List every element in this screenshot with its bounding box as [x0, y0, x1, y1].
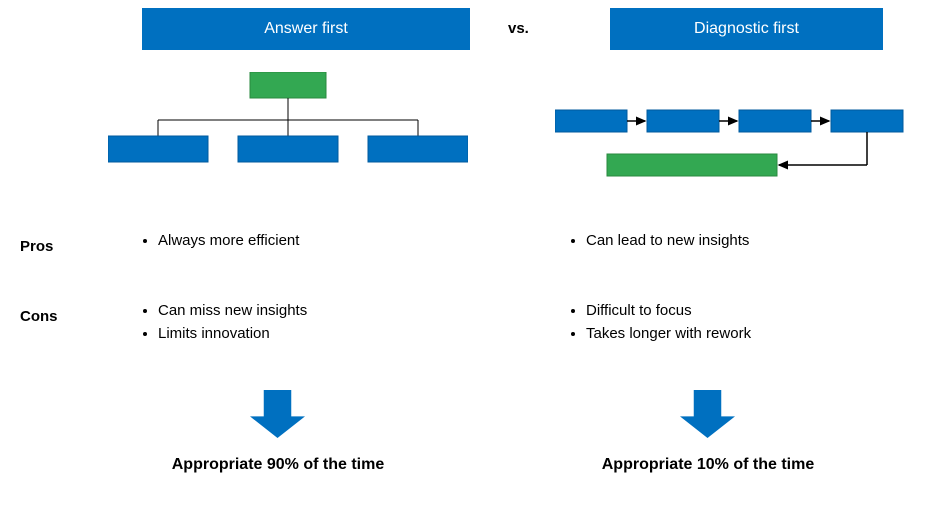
- right-header-box: Diagnostic first: [610, 8, 883, 50]
- right-big-arrow-icon: [680, 390, 735, 438]
- list-item: Can miss new insights: [158, 302, 307, 319]
- pros-row-label: Pros: [20, 238, 53, 255]
- vs-label: vs.: [508, 20, 529, 37]
- list-item: Can lead to new insights: [586, 232, 749, 249]
- left-pros-list: Always more efficient: [140, 232, 299, 255]
- left-header-box: Answer first: [142, 8, 470, 50]
- right-conclusion: Appropriate 10% of the time: [558, 456, 858, 474]
- list-item: Difficult to focus: [586, 302, 751, 319]
- tree-diagram: [108, 72, 468, 172]
- left-big-arrow-icon: [250, 390, 305, 438]
- left-cons-list: Can miss new insights Limits innovation: [140, 302, 307, 348]
- left-header-title: Answer first: [264, 20, 348, 38]
- cons-row-label: Cons: [20, 308, 58, 325]
- left-conclusion: Appropriate 90% of the time: [128, 456, 428, 474]
- right-header-title: Diagnostic first: [694, 20, 799, 38]
- right-cons-list: Difficult to focus Takes longer with rewo…: [568, 302, 751, 348]
- list-item: Takes longer with rework: [586, 325, 751, 342]
- flow-diagram: [555, 106, 910, 196]
- list-item: Limits innovation: [158, 325, 307, 342]
- right-pros-list: Can lead to new insights: [568, 232, 749, 255]
- list-item: Always more efficient: [158, 232, 299, 249]
